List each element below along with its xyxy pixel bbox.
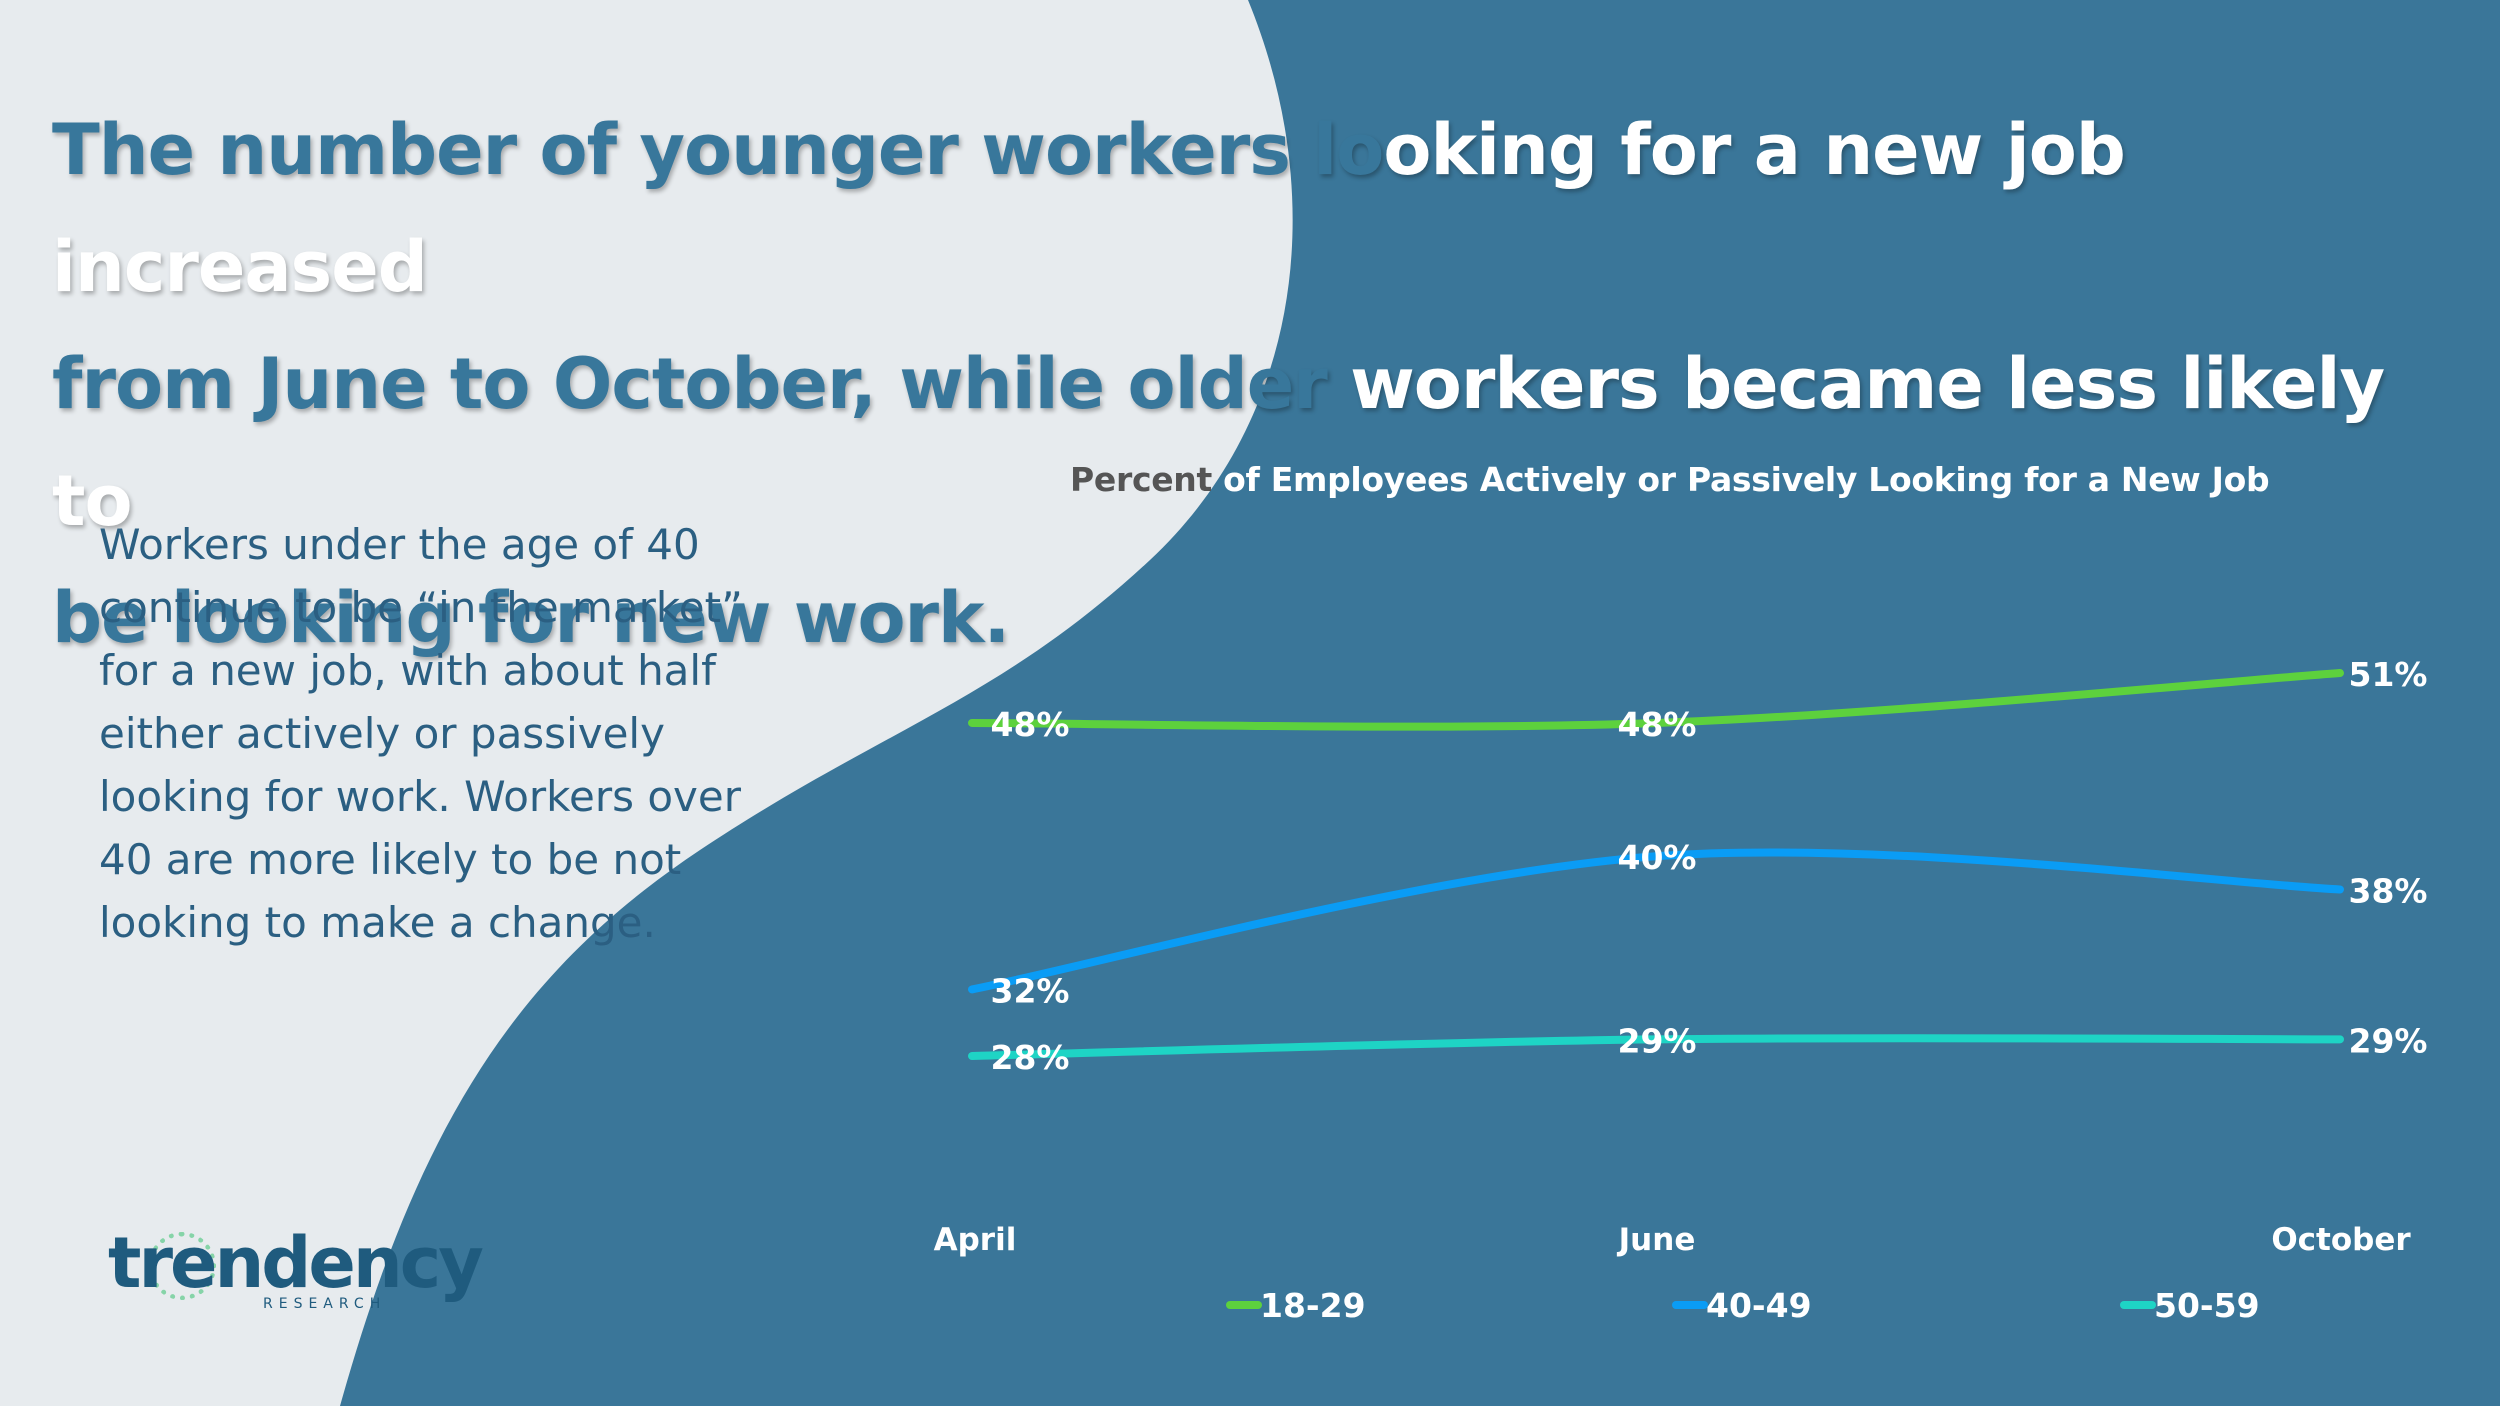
chart-title-part-2: of Employees Actively or Passively Looki… <box>1223 460 2270 499</box>
headline-part-1: The number of younger workers lo <box>52 109 1384 191</box>
data-label-50-59-april: 28% <box>991 1038 1070 1077</box>
headline-part-5: be looking for new work. <box>52 577 1010 659</box>
body-text: Workers under the age of 40 continue to … <box>99 520 743 947</box>
data-label-40-49-june: 40% <box>1618 838 1697 877</box>
legend-label-18-29: 18-29 <box>1260 1286 1366 1325</box>
data-label-40-49-april: 32% <box>991 971 1070 1010</box>
data-label-50-59-october: 29% <box>2349 1021 2428 1060</box>
legend-label-50-59: 50-59 <box>2154 1286 2260 1325</box>
headline-part-4: workers became less likely to <box>52 343 2385 542</box>
data-label-18-29-october: 51% <box>2349 655 2428 694</box>
logo-subtitle: RESEARCH <box>263 1296 387 1312</box>
logo-ring-icon <box>148 1232 216 1300</box>
data-label-18-29-april: 48% <box>991 705 1070 744</box>
x-tick-label-october: October <box>2271 1222 2411 1258</box>
logo-wordmark: trendency <box>108 1222 484 1304</box>
legend-label-40-49: 40-49 <box>1706 1286 1812 1325</box>
x-tick-label-april: April <box>934 1222 1017 1258</box>
headline-part-3: from June to October, while older <box>52 343 1351 425</box>
data-label-18-29-june: 48% <box>1618 705 1697 744</box>
data-label-50-59-june: 29% <box>1618 1021 1697 1060</box>
chart-title-part-1: Percent <box>1070 460 1224 499</box>
trendency-logo: trendency RESEARCH <box>108 1218 484 1318</box>
headline: The number of younger workers looking fo… <box>52 92 2472 677</box>
data-label-40-49-october: 38% <box>2349 871 2428 910</box>
headline-part-2: oking for a new job increased <box>52 109 2126 308</box>
chart-title: Percent of Employees Actively or Passive… <box>1070 455 2270 505</box>
x-tick-label-june: June <box>1617 1222 1696 1258</box>
